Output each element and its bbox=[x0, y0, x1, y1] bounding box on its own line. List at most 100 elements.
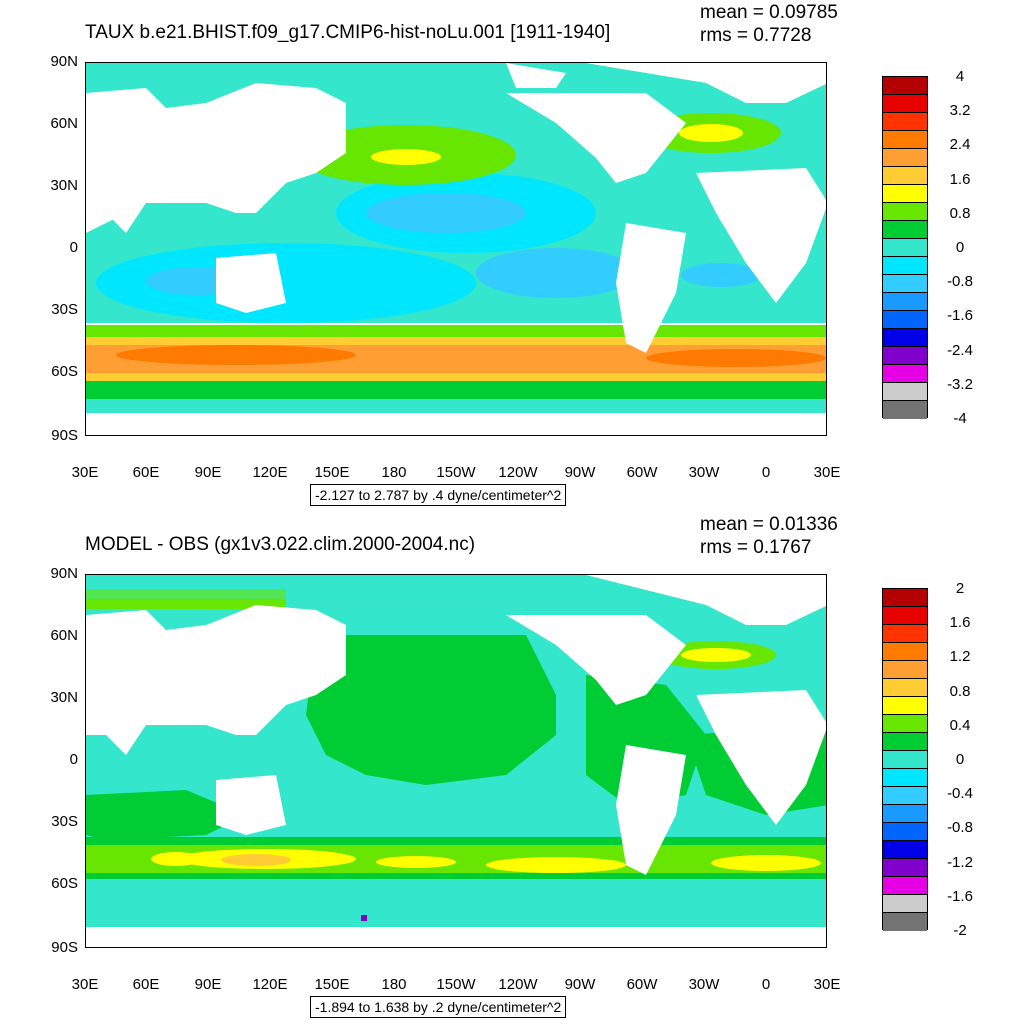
lon-label: 150E bbox=[314, 976, 350, 993]
colorbar-swatch bbox=[883, 787, 927, 805]
colorbar-swatch bbox=[883, 293, 927, 311]
colorbar-swatch bbox=[883, 643, 927, 661]
lat-label: 0 bbox=[69, 239, 78, 256]
colorbar-swatch bbox=[883, 877, 927, 895]
colorbar-swatch bbox=[883, 715, 927, 733]
mean-value: mean = 0.09785 bbox=[700, 2, 838, 23]
colorbar-swatch bbox=[883, 185, 927, 203]
colorbar-label: 1.2 bbox=[949, 648, 971, 666]
colorbar bbox=[882, 588, 928, 931]
lon-label: 180 bbox=[381, 464, 407, 481]
colorbar-label: -0.8 bbox=[947, 273, 973, 291]
colorbar-swatch bbox=[883, 589, 927, 607]
contour-range-info: -2.127 to 2.787 by .4 dyne/centimeter^2 bbox=[310, 484, 567, 506]
colorbar-label: -2.4 bbox=[947, 341, 973, 359]
colorbar-swatch bbox=[883, 257, 927, 275]
rms-value: rms = 0.1767 bbox=[700, 537, 812, 558]
lon-label: 150E bbox=[314, 464, 350, 481]
lat-label: 60N bbox=[50, 627, 78, 644]
colorbar-label: 0.8 bbox=[949, 682, 971, 700]
colorbar-label: -1.6 bbox=[947, 307, 973, 325]
lat-label: 30S bbox=[51, 813, 78, 830]
colorbar-swatch bbox=[883, 625, 927, 643]
colorbar-swatch bbox=[883, 841, 927, 859]
colorbar-swatch bbox=[883, 895, 927, 913]
lon-label: 150W bbox=[436, 464, 476, 481]
colorbar-swatch bbox=[883, 733, 927, 751]
lat-label: 90N bbox=[50, 565, 78, 582]
lon-label: 30W bbox=[688, 464, 720, 481]
colorbar-swatch bbox=[883, 149, 927, 167]
lon-label: 90E bbox=[194, 464, 222, 481]
panel-title: MODEL - OBS (gx1v3.022.clim.2000-2004.nc… bbox=[85, 534, 476, 555]
lat-label: 30N bbox=[50, 689, 78, 706]
colorbar-label: 1.6 bbox=[949, 614, 971, 632]
colorbar-swatch bbox=[883, 913, 927, 931]
lon-label: 30E bbox=[813, 464, 841, 481]
colorbar-swatch bbox=[883, 661, 927, 679]
colorbar-label: -2 bbox=[953, 922, 967, 939]
colorbar-label: 2.4 bbox=[949, 136, 971, 154]
map-panel-bottom: MODEL - OBS (gx1v3.022.clim.2000-2004.nc… bbox=[0, 512, 1024, 1024]
lon-label: 60E bbox=[132, 976, 160, 993]
colorbar-label: -4 bbox=[953, 410, 967, 427]
colorbar-swatch bbox=[883, 77, 927, 95]
colorbar-swatch bbox=[883, 769, 927, 787]
lon-label: 60E bbox=[132, 464, 160, 481]
lat-label: 90N bbox=[50, 53, 78, 70]
colorbar-swatch bbox=[883, 805, 927, 823]
lon-label: 60W bbox=[626, 976, 658, 993]
colorbar-label: -3.2 bbox=[947, 375, 973, 393]
lat-label: 0 bbox=[69, 751, 78, 768]
colorbar-swatch bbox=[883, 823, 927, 841]
colorbar-swatch bbox=[883, 365, 927, 383]
colorbar-swatch bbox=[883, 275, 927, 293]
colorbar-swatch bbox=[883, 347, 927, 365]
map-plot-area bbox=[85, 574, 827, 948]
colorbar-swatch bbox=[883, 607, 927, 625]
lon-label: 30E bbox=[813, 976, 841, 993]
colorbar-swatch bbox=[883, 383, 927, 401]
lon-label: 90W bbox=[564, 464, 596, 481]
rms-value: rms = 0.7728 bbox=[700, 25, 812, 46]
map-panel-top: TAUX b.e21.BHIST.f09_g17.CMIP6-hist-noLu… bbox=[50, 2, 973, 506]
colorbar-label: 0 bbox=[955, 239, 965, 256]
colorbar-swatch bbox=[883, 697, 927, 715]
colorbar-swatch bbox=[883, 311, 927, 329]
colorbar-label: 4 bbox=[955, 68, 965, 85]
colorbar-label: 1.6 bbox=[949, 170, 971, 188]
mean-value: mean = 0.01336 bbox=[700, 514, 838, 535]
lon-label: 30E bbox=[71, 464, 99, 481]
lat-label: 30N bbox=[50, 177, 78, 194]
lon-label: 90W bbox=[564, 976, 596, 993]
lat-label: 60S bbox=[51, 363, 78, 380]
colorbar-swatch bbox=[883, 329, 927, 347]
lon-label: 120W bbox=[498, 976, 538, 993]
colorbar-label: 0.4 bbox=[949, 716, 971, 734]
map-field bbox=[86, 575, 826, 947]
colorbar-swatch bbox=[883, 859, 927, 877]
lon-label: 120W bbox=[498, 464, 538, 481]
colorbar-swatch bbox=[883, 203, 927, 221]
colorbar-swatch bbox=[883, 221, 927, 239]
colorbar-label: -0.4 bbox=[947, 785, 973, 803]
lat-label: 90S bbox=[51, 939, 78, 956]
lat-label: 60N bbox=[50, 115, 78, 132]
colorbar-swatch bbox=[883, 131, 927, 149]
colorbar-label: 0.8 bbox=[949, 204, 971, 222]
lat-label: 30S bbox=[51, 301, 78, 318]
lon-label: 150W bbox=[436, 976, 476, 993]
colorbar-label: 3.2 bbox=[949, 102, 971, 120]
lon-label: 120E bbox=[252, 976, 288, 993]
lat-label: 60S bbox=[51, 875, 78, 892]
lon-label: 30E bbox=[71, 976, 99, 993]
map-field bbox=[86, 63, 826, 435]
colorbar-swatch bbox=[883, 167, 927, 185]
colorbar-label: 0 bbox=[955, 751, 965, 768]
contour-range-info: -1.894 to 1.638 by .2 dyne/centimeter^2 bbox=[310, 996, 567, 1018]
lon-label: 180 bbox=[381, 976, 407, 993]
colorbar-swatch bbox=[883, 113, 927, 131]
colorbar bbox=[882, 76, 928, 419]
lon-label: 90E bbox=[194, 976, 222, 993]
lon-label: 120E bbox=[252, 464, 288, 481]
